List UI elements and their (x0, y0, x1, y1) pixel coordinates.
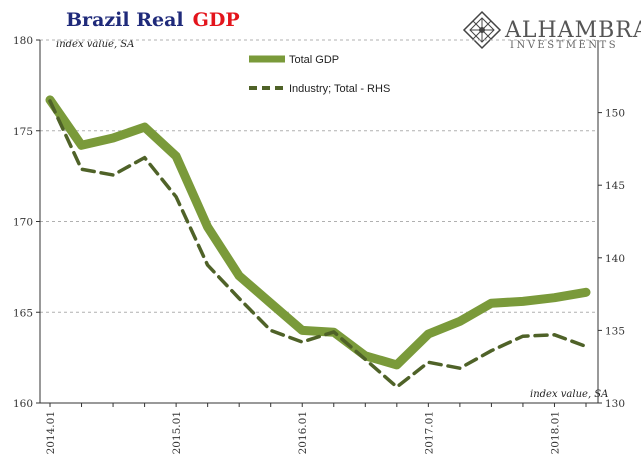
diamond-lattice-icon (462, 10, 502, 50)
logo-name: ALHAMBRA (504, 18, 641, 43)
left-tick-label: 175 (13, 126, 33, 138)
grid-lines (40, 39, 598, 313)
logo: ALHAMBRA INVESTMENTS (462, 10, 641, 51)
series-lines (45, 95, 591, 389)
legend-label-industry: Industry; Total - RHS (289, 83, 390, 95)
axes (36, 39, 602, 407)
left-tick-label: 165 (13, 307, 33, 319)
logo-sub: INVESTMENTS (510, 40, 618, 51)
right-tick-label: 140 (605, 253, 625, 265)
left-tick-label: 170 (13, 217, 33, 229)
series-line-industry (48, 99, 588, 389)
chart-title-part2: GDP (193, 9, 240, 31)
x-tick-label: 2018.01 (549, 411, 561, 454)
chart-title-part1: Brazil Real (66, 9, 184, 31)
tick-labels: 160 165 170 175 180 130 135 140 145 150 2014.01 201… (13, 35, 625, 454)
right-tick-label: 130 (605, 398, 625, 410)
chart-title: Brazil Real GDP (66, 9, 240, 31)
left-tick-label: 180 (13, 35, 33, 47)
legend-label-total-gdp: Total GDP (289, 54, 339, 66)
right-tick-label: 150 (605, 108, 625, 120)
right-tick-label: 145 (605, 180, 625, 192)
x-tick-label: 2014.01 (45, 411, 57, 454)
x-tick-label: 2017.01 (423, 411, 435, 454)
x-tick-label: 2015.01 (171, 411, 183, 454)
left-axis-note: index value, SA (56, 39, 134, 50)
x-tick-label: 2016.01 (297, 411, 309, 454)
legend: Total GDP Industry; Total - RHS (249, 54, 390, 95)
right-axis-note: index value, SA (530, 389, 608, 400)
series-line-total-gdp (45, 95, 591, 370)
left-tick-label: 160 (13, 398, 33, 410)
right-tick-label: 135 (605, 325, 625, 337)
